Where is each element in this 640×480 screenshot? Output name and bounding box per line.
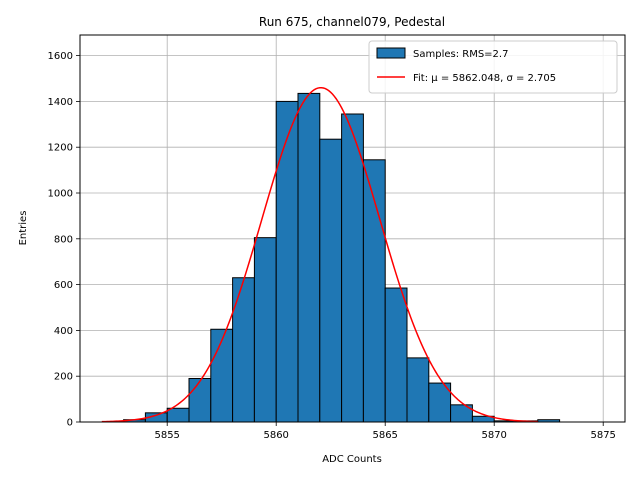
y-tick-label: 1200	[48, 143, 73, 154]
y-tick-label: 1000	[48, 189, 73, 200]
fit-curve	[101, 86, 538, 423]
x-tick-label: 5875	[590, 430, 615, 441]
histogram-bar	[275, 100, 299, 423]
y-tick-label: 400	[54, 326, 73, 337]
histogram-bars	[123, 92, 561, 423]
histogram-bar	[297, 92, 321, 423]
y-tick-label: 200	[54, 372, 73, 383]
histogram-bar	[188, 377, 212, 423]
histogram-bar	[232, 277, 255, 423]
y-tick-label: 1400	[48, 97, 73, 108]
y-tick-label: 0	[67, 418, 73, 429]
y-axis-label: Entries	[18, 211, 29, 246]
histogram-bar	[210, 328, 234, 423]
chart-title: Run 675, channel079, Pedestal	[259, 15, 445, 29]
x-tick-label: 5865	[372, 430, 397, 441]
legend-fit-label: Fit: μ = 5862.048, σ = 2.705	[413, 73, 556, 84]
fit-curve-group	[101, 86, 538, 423]
y-tick-label: 800	[54, 234, 73, 245]
plot-frame	[79, 34, 626, 423]
histogram-bar	[253, 237, 277, 423]
histogram-bar	[166, 407, 190, 423]
x-tick-label: 5855	[154, 430, 179, 441]
y-axis-ticks: 0 200 400 600 800 1000 1200 1400 1600	[48, 51, 80, 429]
x-tick-label: 5870	[481, 430, 506, 441]
histogram-bar	[406, 357, 430, 423]
legend-samples-swatch	[376, 47, 406, 59]
legend-box	[368, 40, 618, 94]
y-tick-label: 600	[54, 280, 73, 291]
x-axis-label: ADC Counts	[322, 454, 382, 465]
legend: Samples: RMS=2.7 Fit: μ = 5862.048, σ = …	[368, 40, 618, 94]
legend-samples-label: Samples: RMS=2.7	[413, 49, 508, 60]
histogram-bar	[341, 113, 364, 423]
histogram-bar	[319, 138, 343, 423]
y-tick-label: 1600	[48, 51, 73, 62]
histogram-bar	[384, 287, 408, 423]
x-tick-label: 5860	[263, 430, 288, 441]
x-axis-ticks: 5855 5860 5865 5870 5875	[154, 422, 616, 441]
